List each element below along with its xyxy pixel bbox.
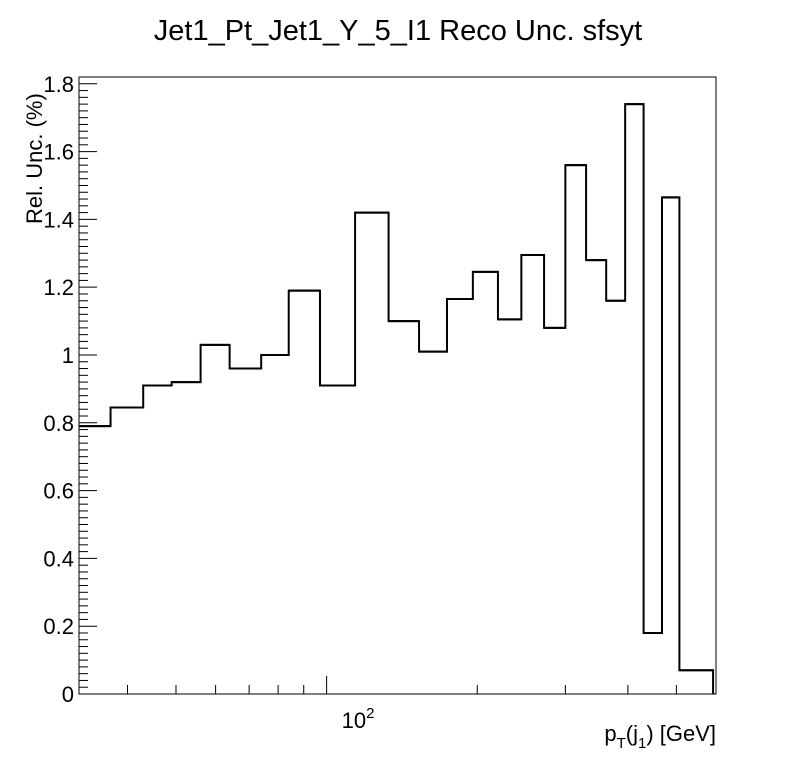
- x-tick-label-base: 10: [342, 708, 366, 733]
- histogram-bins: [79, 103, 714, 672]
- x-axis: [126, 676, 677, 694]
- x-axis-label-paren-open: (j: [626, 721, 638, 746]
- y-tick-label: 0: [62, 682, 74, 707]
- y-tick-label: 0.2: [43, 614, 74, 639]
- y-tick-label: 1.4: [43, 207, 74, 232]
- y-tick-label: 1.6: [43, 140, 74, 165]
- x-tick-label-100: 102: [342, 705, 375, 733]
- y-tick-label: 1: [62, 343, 74, 368]
- x-axis-label-sub-t: T: [617, 735, 626, 752]
- plot-frame: [78, 76, 717, 695]
- chart-title: Jet1_Pt_Jet1_Y_5_I1 Reco Unc. sfsyt: [154, 15, 642, 47]
- x-axis-label: pT(j1) [GeV]: [604, 721, 716, 752]
- x-axis-label-main: p: [604, 721, 616, 746]
- y-tick-label: 1.8: [43, 72, 74, 97]
- x-axis-label-paren-close: ) [GeV]: [646, 721, 716, 746]
- y-tick-label: 0.4: [43, 546, 74, 571]
- x-tick-label-exp: 2: [366, 705, 374, 722]
- y-tick-label: 0.6: [43, 479, 74, 504]
- y-axis: 0 0.2 0.4 0.6 0.8 1 1.2 1.4 1.6 1.8: [43, 72, 97, 707]
- y-tick-label: 1.2: [43, 275, 74, 300]
- y-tick-label: 0.8: [43, 411, 74, 436]
- x-axis-label-sub-1: 1: [638, 735, 646, 752]
- y-axis-label: Rel. Unc. (%): [22, 93, 47, 224]
